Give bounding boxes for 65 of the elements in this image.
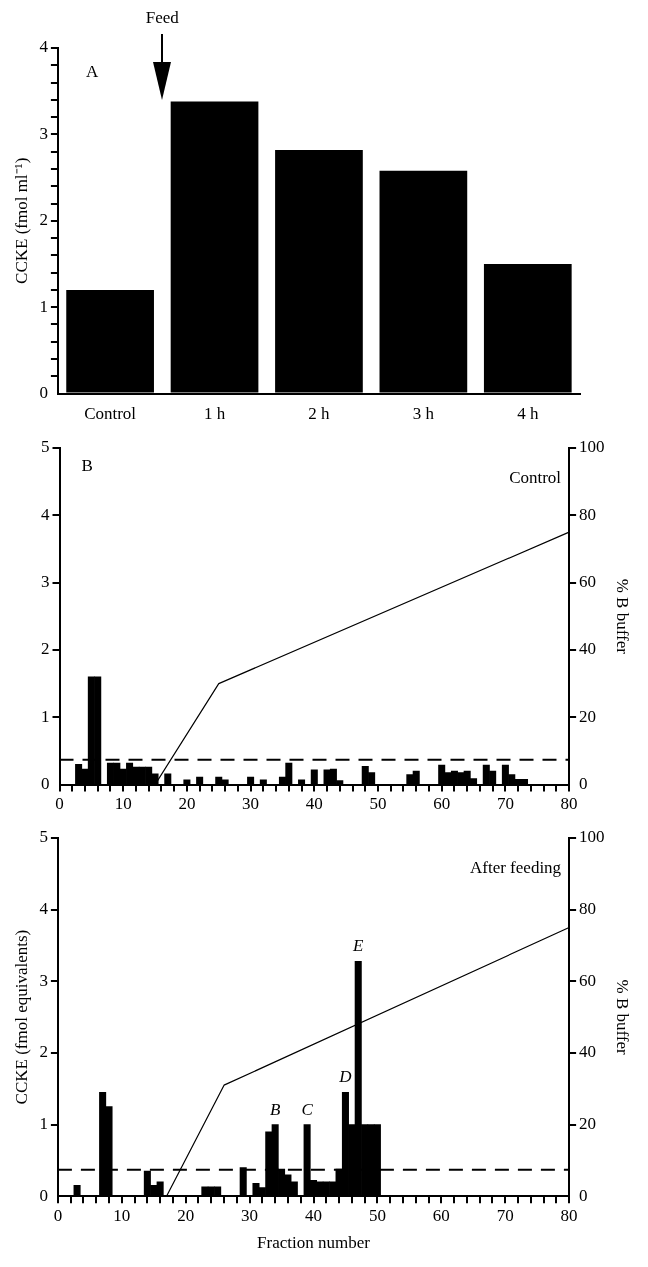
x-tick-label: 1 h — [203, 404, 226, 424]
annotation: D — [338, 1067, 353, 1087]
x-tick-label: 80 — [560, 1205, 578, 1225]
y-tick-label: 1 — [41, 706, 50, 726]
y2-tick-label: 80 — [579, 504, 597, 524]
x-tick-label: 10 — [114, 794, 132, 814]
y-tick-label: 1 — [39, 296, 48, 316]
annotation: C — [301, 1099, 314, 1119]
x-tick-label: Control — [84, 404, 137, 424]
x-tick-label: 70 — [496, 794, 514, 814]
x-tick-label: 50 — [368, 1205, 386, 1225]
y-tick-label: 4 — [39, 899, 49, 919]
x-tick-label: 30 — [242, 794, 260, 814]
y-tick-label: 1 — [39, 1114, 48, 1134]
x-tick-label: 50 — [369, 794, 387, 814]
y-tick-label: 4 — [39, 37, 49, 57]
annotation: B — [81, 455, 93, 475]
text: Feed — [145, 7, 180, 27]
x-tick-label: 80 — [560, 794, 578, 814]
y-axis-title: CCKE (fmol ml⁻¹) — [11, 157, 31, 284]
x-tick-label: 4 h — [517, 404, 539, 424]
annotation: A — [85, 61, 99, 81]
y2-tick-label: 60 — [579, 970, 597, 990]
x-tick-label: 70 — [496, 1205, 514, 1225]
x-tick-label: 40 — [305, 794, 323, 814]
y-tick-label: 0 — [39, 1185, 48, 1205]
y2-axis-title: % B buffer — [613, 979, 633, 1056]
y2-tick-label: 40 — [579, 639, 597, 659]
x-tick-label: 60 — [432, 1205, 450, 1225]
x-tick-label: 3 h — [412, 404, 435, 424]
y2-tick-label: 20 — [579, 706, 597, 726]
y-tick-label: 2 — [41, 639, 50, 659]
annotation: Control — [509, 467, 562, 487]
y-tick-label: 0 — [39, 383, 48, 403]
annotation: E — [352, 936, 365, 956]
annotation: B — [269, 1099, 281, 1119]
x-axis-title: Fraction number — [257, 1233, 371, 1253]
x-tick-label: 20 — [178, 794, 196, 814]
y2-tick-label: 0 — [579, 774, 588, 794]
y2-tick-label: 80 — [579, 899, 597, 919]
x-tick-label: 40 — [305, 1205, 322, 1225]
y2-tick-label: 100 — [579, 827, 605, 847]
y-tick-label: 2 — [39, 1042, 48, 1062]
annotation: After feeding — [470, 857, 562, 877]
y-tick-label: 3 — [39, 123, 48, 143]
x-tick-label: 0 — [55, 794, 64, 814]
y-tick-label: 3 — [41, 572, 50, 592]
y2-tick-label: 100 — [579, 437, 605, 457]
y-tick-label: 5 — [39, 827, 48, 847]
y2-tick-label: 20 — [579, 1114, 597, 1134]
y-tick-label: 0 — [41, 774, 50, 794]
y2-tick-label: 40 — [579, 1042, 597, 1062]
y-tick-label: 2 — [39, 210, 48, 230]
x-tick-label: 10 — [113, 1205, 131, 1225]
y2-tick-label: 60 — [579, 572, 597, 592]
x-tick-label: 60 — [433, 794, 451, 814]
y-tick-label: 3 — [39, 970, 48, 990]
y-tick-label: 5 — [41, 437, 50, 457]
x-tick-label: 20 — [177, 1205, 195, 1225]
y2-tick-label: 0 — [579, 1185, 588, 1205]
y-tick-label: 4 — [41, 504, 50, 524]
x-tick-label: 2 h — [308, 404, 331, 424]
x-tick-label: 30 — [241, 1205, 259, 1225]
y-axis-title: CCKE (fmol equivalents) — [11, 929, 31, 1105]
y2-axis-title: % B buffer — [613, 578, 633, 655]
